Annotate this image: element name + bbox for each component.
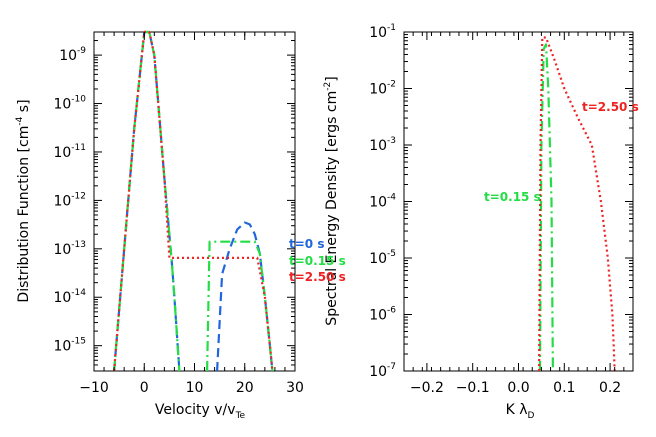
left-y-tick-label: 10-13 — [53, 240, 86, 258]
annotation-t015: t=0.15 s — [484, 190, 541, 204]
right-x-tick-label: 0.1 — [553, 380, 575, 396]
right-x-axis-label: K λD — [506, 402, 535, 421]
left-y-tick-label: 10-12 — [53, 191, 86, 209]
left-series-line-2 — [113, 30, 274, 372]
ticks-group: −10 0 10 20 30 10-9 10-10 10-11 10-12 10-13 10-14 1… — [53, 23, 634, 396]
left-x-tick-label: −10 — [79, 380, 109, 396]
left-plot-frame — [93, 31, 296, 372]
left-y-tick-label: 10-14 — [53, 288, 86, 306]
left-x-tick-label: 0 — [140, 380, 149, 396]
left-series-line-0 — [113, 30, 274, 372]
left-x-tick-label: 10 — [186, 380, 204, 396]
left-y-tick-label: 10-11 — [53, 143, 86, 161]
annotation-t250: t=2.50 s — [582, 100, 639, 114]
right-y-tick-label: 10-6 — [369, 306, 396, 324]
left-x-axis-label: Velocity v/vTe — [155, 402, 246, 421]
left-y-tick-label: 10-10 — [53, 95, 86, 113]
legend-t0: t=0 s — [289, 237, 324, 251]
left-y-tick-label: 10-15 — [53, 337, 86, 355]
legend-t015: t=0.15 s — [289, 254, 346, 268]
right-y-tick-label: 10-4 — [369, 193, 396, 211]
right-x-tick-label: −0.2 — [410, 380, 444, 396]
right-x-tick-label: 0.2 — [599, 380, 621, 396]
right-y-tick-label: 10-7 — [369, 362, 396, 380]
right-x-tick-label: 0.0 — [507, 380, 529, 396]
left-x-tick-label: 30 — [286, 380, 304, 396]
right-series-line-0 — [538, 43, 554, 372]
right-y-tick-label: 10-1 — [369, 23, 396, 41]
right-series-line-1 — [538, 36, 616, 372]
left-series-group — [113, 30, 274, 372]
left-y-tick-label: 10-9 — [59, 46, 86, 64]
right-y-tick-label: 10-3 — [369, 136, 396, 154]
left-y-axis-label: Distribution Function [cm-4 s] — [15, 99, 32, 302]
right-y-tick-label: 10-2 — [369, 80, 396, 98]
right-x-tick-label: −0.1 — [456, 380, 490, 396]
left-x-tick-label: 20 — [236, 380, 254, 396]
right-series-group — [538, 36, 616, 372]
right-y-tick-label: 10-5 — [369, 249, 396, 267]
left-series-line-1 — [113, 30, 274, 372]
right-y-axis-label: Spectral Energy Density [ergs cm-2] — [323, 76, 340, 325]
legend-t250: t=2.50 s — [289, 270, 346, 284]
